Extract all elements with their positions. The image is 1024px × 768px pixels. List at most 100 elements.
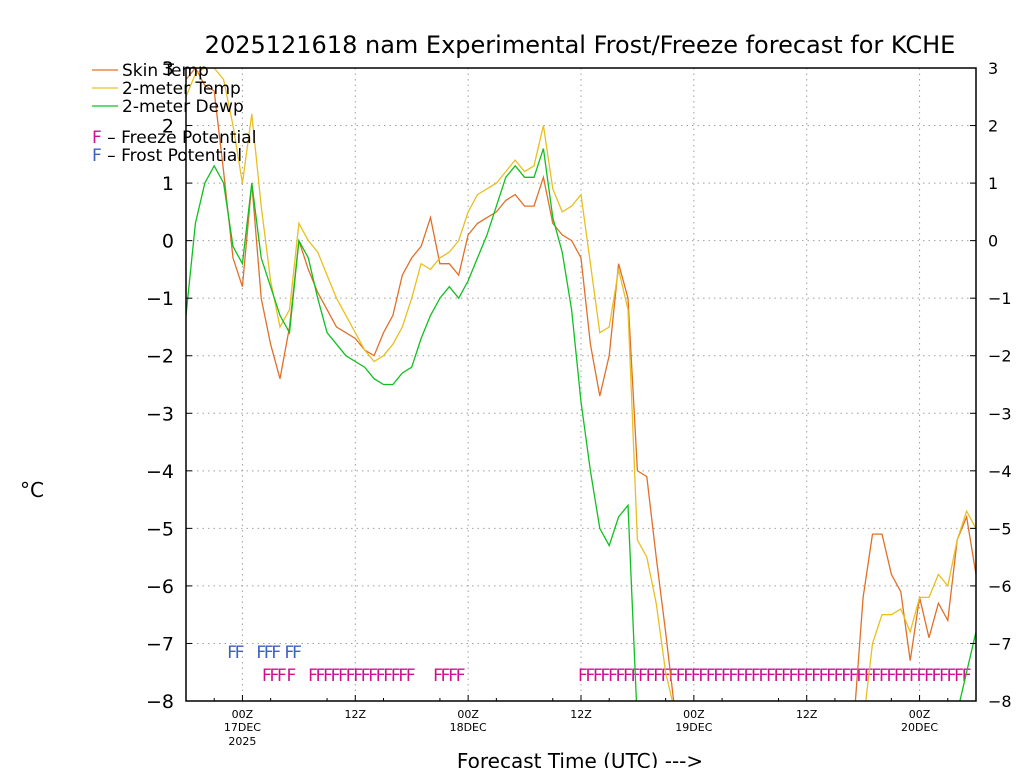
freeze-marker: F (270, 666, 280, 686)
x-tick-date: 19DEC (675, 721, 712, 734)
series-line-skin-temp (186, 68, 976, 701)
x-axis-label: Forecast Time (UTC) ---> (457, 749, 703, 768)
freeze-marker: F (323, 666, 333, 686)
grid (186, 68, 976, 701)
frost-marker: F (264, 643, 274, 663)
freeze-marker: F (346, 666, 356, 686)
freeze-marker: F (744, 666, 754, 686)
x-tick-date: 17DEC (224, 721, 261, 734)
freeze-marker: F (368, 666, 378, 686)
y-tick-label-right: 0 (988, 232, 998, 251)
freeze-marker: F (286, 666, 296, 686)
frost-marker: F (271, 643, 281, 663)
y-tick-label: −2 (146, 346, 174, 368)
potential-legend-label: F – Frost Potential (92, 146, 242, 166)
freeze-marker: F (433, 666, 443, 686)
y-tick-label-right: 3 (988, 59, 998, 78)
freeze-marker: F (856, 666, 866, 686)
series-line-2-meter-dewp (186, 148, 976, 701)
freeze-marker: F (721, 666, 731, 686)
frost-marker: F (256, 643, 266, 663)
frost-marker: F (227, 643, 237, 663)
freeze-marker: F (441, 666, 451, 686)
x-tick-label: 00Z (232, 708, 254, 721)
frost-marker: F (292, 643, 302, 663)
freeze-marker: F (774, 666, 784, 686)
y-tick-label-right: 1 (988, 174, 998, 193)
freeze-marker: F (448, 666, 458, 686)
freeze-marker: F (668, 666, 678, 686)
freeze-marker: F (894, 666, 904, 686)
y-tick-label: 3 (162, 58, 174, 80)
y-tick-label: −4 (146, 461, 174, 483)
x-tick-date: 20DEC (901, 721, 938, 734)
freeze-marker: F (962, 666, 972, 686)
freeze-marker: F (676, 666, 686, 686)
x-tick-label: 12Z (345, 708, 367, 721)
series-lines (186, 68, 976, 701)
y-tick-label-right: −3 (988, 404, 1012, 423)
y-tick-label: 1 (162, 173, 174, 195)
x-tick-label: 00Z (909, 708, 931, 721)
freeze-marker: F (879, 666, 889, 686)
freeze-marker: F (796, 666, 806, 686)
freeze-marker: F (277, 666, 287, 686)
y-tick-label: −1 (146, 288, 174, 310)
freeze-marker: F (819, 666, 829, 686)
freeze-marker: F (638, 666, 648, 686)
freeze-marker: F (353, 666, 363, 686)
freeze-marker: F (578, 666, 588, 686)
freeze-marker: F (601, 666, 611, 686)
freeze-marker: F (728, 666, 738, 686)
y-tick-label-right: −7 (988, 634, 1012, 653)
freeze-marker: F (713, 666, 723, 686)
freeze-marker: F (924, 666, 934, 686)
freeze-marker: F (586, 666, 596, 686)
y-tick-label: 2 (162, 116, 174, 138)
freeze-marker: F (262, 666, 272, 686)
y-tick-label: 0 (162, 231, 174, 253)
y-tick-label: −5 (146, 518, 174, 540)
freeze-marker: F (759, 666, 769, 686)
y-tick-label-right: −1 (988, 289, 1012, 308)
freeze-marker: F (361, 666, 371, 686)
freeze-marker: F (954, 666, 964, 686)
legend-label: Skin Temp (122, 61, 209, 81)
freeze-marker: F (398, 666, 408, 686)
x-tick-label: 00Z (457, 708, 479, 721)
freeze-marker: F (939, 666, 949, 686)
freeze-marker: F (909, 666, 919, 686)
freeze-marker: F (789, 666, 799, 686)
y-axis-label: °C (20, 478, 44, 502)
freeze-marker: F (751, 666, 761, 686)
legend-label: 2-meter Temp (122, 79, 241, 99)
freeze-marker: F (691, 666, 701, 686)
freeze-marker: F (811, 666, 821, 686)
series-line-2-meter-temp (186, 68, 976, 701)
freeze-marker: F (902, 666, 912, 686)
y-tick-label-right: 2 (988, 117, 998, 136)
potential-legend-label: F – Freeze Potential (92, 128, 256, 148)
freeze-marker: F (834, 666, 844, 686)
legend-label: 2-meter Dewp (122, 97, 244, 117)
y-axis-left: −8 −7 −6 −5 −4 −3 −2 −1 0 1 2 3 (146, 58, 192, 713)
y-axis-right: −8 −7 −6 −5 −4 −3 −2 −1 0 1 2 3 (970, 59, 1012, 711)
x-tick-label: 00Z (683, 708, 705, 721)
freeze-marker: F (871, 666, 881, 686)
y-tick-label: −7 (146, 633, 174, 655)
freeze-marker: F (661, 666, 671, 686)
freeze-marker: F (376, 666, 386, 686)
freeze-marker: F (391, 666, 401, 686)
freeze-marker: F (781, 666, 791, 686)
x-tick-label: 12Z (570, 708, 592, 721)
freeze-marker: F (826, 666, 836, 686)
freeze-marker: F (456, 666, 466, 686)
freeze-marker: F (947, 666, 957, 686)
x-tick-label: 12Z (796, 708, 818, 721)
freeze-marker: F (932, 666, 942, 686)
freeze-marker: F (653, 666, 663, 686)
